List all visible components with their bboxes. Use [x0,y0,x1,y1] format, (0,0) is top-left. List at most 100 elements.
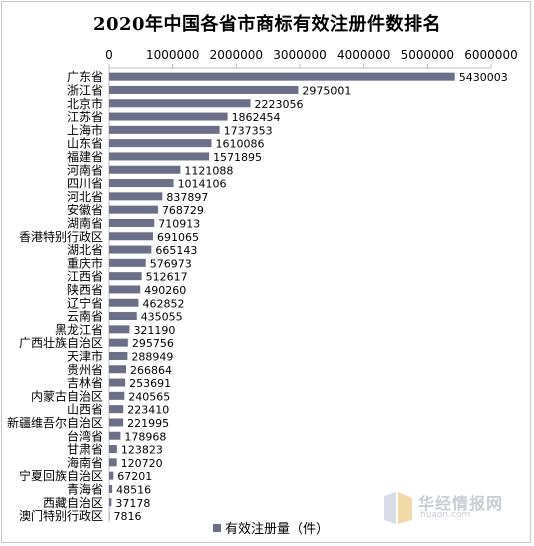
bar [109,272,142,281]
bar [109,245,152,254]
category-label: 辽宁省 [67,295,103,310]
category-label: 广东省 [67,70,103,84]
value-label: 435055 [141,311,183,324]
bar [109,458,117,467]
category-label: 陕西省 [67,282,103,297]
bar [109,205,158,214]
category-label: 宁夏回族自治区 [19,468,103,483]
value-label: 1862454 [232,111,281,124]
chart-title: 2020年中国各省市商标有效注册件数排名 [92,14,442,35]
category-label: 福建省 [67,149,103,164]
bar [109,511,110,520]
category-label: 西藏自治区 [43,496,103,510]
category-label: 江苏省 [67,110,103,124]
category-label: 山西省 [67,403,103,417]
bar [109,498,112,507]
bar [109,298,139,307]
value-label: 1121088 [184,164,233,177]
value-label: 490260 [144,284,186,297]
category-label: 浙江省 [67,83,103,97]
bar [109,445,117,454]
bar [109,431,121,440]
bar [109,258,146,267]
category-label: 吉林省 [67,376,103,390]
category-label: 海南省 [67,455,103,470]
category-label: 贵州省 [67,363,103,377]
category-label: 湖南省 [67,215,103,230]
value-label: 665143 [155,244,197,257]
bar [109,165,181,174]
bar [109,72,455,81]
value-label: 48516 [116,483,151,496]
bar [109,312,137,321]
value-label: 223410 [127,404,169,417]
category-label: 黑龙江省 [55,323,103,337]
huaon-logo-icon [384,492,412,524]
bar [109,391,125,400]
x-tick-label: 2000000 [210,48,263,62]
category-label: 甘肃省 [67,443,103,457]
category-label: 香港特别行政区 [19,229,103,244]
bar [109,218,155,227]
category-label: 天津市 [67,348,103,363]
value-label: 462852 [142,297,184,310]
value-label: 288949 [131,350,173,363]
legend-swatch [213,523,221,532]
category-label: 湖北省 [67,242,103,257]
value-label: 321190 [133,324,175,337]
bar [109,179,174,188]
category-label: 江西省 [67,270,103,284]
category-label: 上海市 [67,122,103,137]
category-label: 云南省 [67,309,103,324]
bar [109,418,124,427]
category-label: 澳门特别行政区 [19,508,103,523]
value-label: 5430003 [459,71,508,84]
x-tick-label: 6000000 [464,48,517,62]
value-label: 240565 [128,390,170,403]
bar [109,85,299,94]
value-label: 253691 [129,377,171,390]
value-label: 123823 [121,444,163,457]
value-label: 1571895 [213,151,262,164]
value-label: 691065 [157,231,199,244]
bar [109,112,228,121]
bar [109,99,251,108]
category-label: 广西壮族自治区 [19,336,103,350]
x-tick-label: 5000000 [401,48,454,62]
category-label: 台湾省 [67,428,103,443]
value-label: 710913 [158,217,200,230]
value-label: 2223056 [255,98,304,111]
value-label: 1014106 [178,178,227,191]
bar [109,405,124,414]
watermark-name: 华经情报网 [418,494,504,513]
value-label: 295756 [132,337,174,350]
bar [109,232,153,241]
bar [109,139,212,148]
bar [109,484,113,493]
bar [109,285,141,294]
value-label: 7816 [113,510,141,523]
bar [109,338,128,347]
value-label: 1737353 [224,124,273,137]
watermark: 华经情报网 huaon.com [380,488,520,528]
category-label: 重庆市 [67,255,103,270]
bar [109,325,130,334]
category-label: 内蒙古自治区 [31,388,103,403]
value-label: 837897 [166,191,208,204]
legend-label: 有效注册量（件） [225,522,330,537]
value-label: 266864 [130,364,172,377]
watermark-url: huaon.com [420,510,471,520]
bar [109,471,114,480]
x-tick-label: 3000000 [273,48,326,62]
bar [109,152,210,161]
bar [109,378,126,387]
bar [109,351,128,360]
category-label: 河南省 [67,162,103,177]
value-label: 768729 [162,204,204,217]
value-label: 1610086 [216,138,265,151]
category-label: 山东省 [67,137,103,151]
legend: 有效注册量（件） [213,518,329,537]
value-label: 576973 [150,257,192,270]
bar [109,365,126,374]
